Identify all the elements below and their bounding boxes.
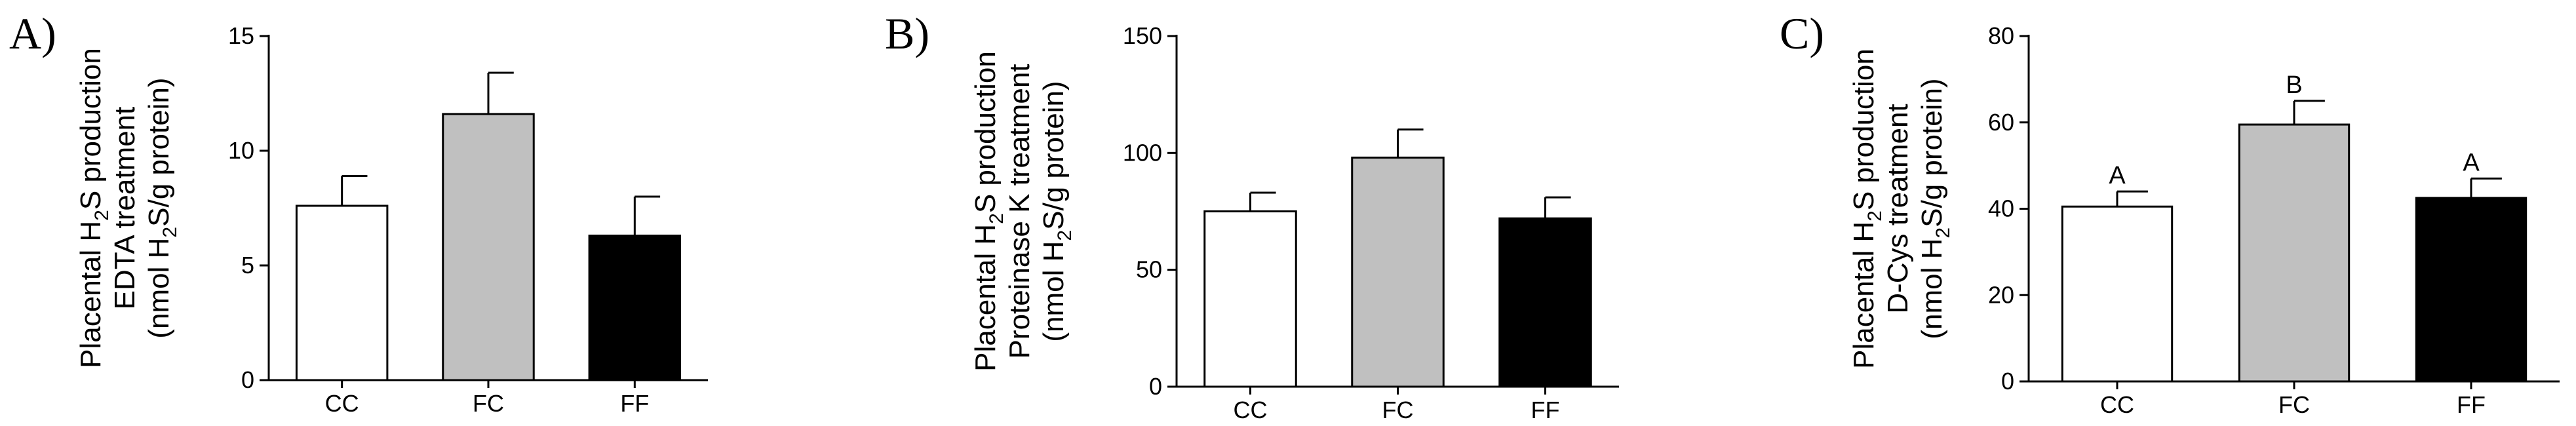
y-tick-label: 10 bbox=[228, 137, 254, 164]
chart-panel-1: A)Placental H2S productionEDTA treatment… bbox=[9, 9, 708, 417]
x-tick-label-cc: CC bbox=[1234, 397, 1268, 423]
bar-fc bbox=[2238, 123, 2351, 383]
y-tick-label: 150 bbox=[1123, 22, 1162, 49]
significance-letter: A bbox=[2109, 162, 2126, 189]
bar-fc bbox=[1351, 156, 1445, 388]
y-axis-label-line2: EDTA treatment bbox=[109, 107, 141, 310]
x-tick-label-fc: FC bbox=[473, 390, 504, 417]
y-axis-label-line1-sub: 2 bbox=[1864, 210, 1886, 222]
y-axis-label-line3-post: S/g protein) bbox=[1916, 78, 1948, 227]
y-axis-label-line2: D-Cys treatment bbox=[1882, 104, 1914, 313]
panel-letter: C) bbox=[1780, 9, 1824, 58]
y-tick-label: 60 bbox=[1988, 109, 2014, 136]
y-tick-label: 100 bbox=[1123, 139, 1162, 166]
y-axis-label-line3-sub: 2 bbox=[1054, 230, 1076, 241]
y-axis-label-line3-pre: (nmol H bbox=[143, 238, 175, 339]
panel-letter: A) bbox=[9, 9, 56, 58]
y-tick-label: 0 bbox=[241, 366, 254, 393]
y-axis-label-line1-post: S production bbox=[969, 51, 1002, 213]
bar-cc bbox=[1203, 210, 1297, 388]
panel-letter: B) bbox=[885, 9, 929, 58]
chart-panel-3: C)Placental H2S productionD-Cys treatmen… bbox=[1780, 9, 2560, 418]
x-tick-label-ff: FF bbox=[1531, 397, 1560, 423]
y-axis-label-line2: Proteinase K treatment bbox=[1004, 64, 1036, 358]
y-axis-label: Placental H2S productionProteinase K tre… bbox=[969, 51, 1076, 372]
x-tick-label-fc: FC bbox=[2278, 391, 2310, 418]
x-tick-label-cc: CC bbox=[2100, 391, 2134, 418]
y-axis-label-line3-sub: 2 bbox=[1932, 227, 1954, 239]
bar-ff bbox=[1498, 217, 1592, 388]
x-tick-label-cc: CC bbox=[325, 390, 359, 417]
bar-ff bbox=[588, 235, 682, 381]
y-tick-label: 50 bbox=[1136, 256, 1162, 283]
y-axis-label-line3-post: S/g protein) bbox=[1038, 81, 1070, 229]
y-tick-label: 20 bbox=[1988, 281, 2014, 308]
y-axis-label-line1-sub: 2 bbox=[986, 213, 1007, 224]
y-tick-label: 15 bbox=[228, 22, 254, 49]
y-axis-label-line1-sub: 2 bbox=[91, 210, 113, 221]
y-axis-label-line1-post: S production bbox=[1848, 48, 1880, 210]
y-axis-label-line1-pre: Placental H bbox=[75, 221, 107, 368]
x-tick-label-ff: FF bbox=[620, 390, 649, 417]
y-axis-label-line1-pre: Placental H bbox=[1848, 222, 1880, 369]
y-axis-label: Placental H2S productionD-Cys treatment(… bbox=[1848, 48, 1954, 369]
y-tick-label: 0 bbox=[1149, 373, 1162, 400]
y-axis-label-line1-pre: Placental H bbox=[969, 224, 1002, 372]
y-tick-label: 5 bbox=[241, 252, 254, 279]
bar-fc bbox=[442, 113, 535, 381]
y-axis-label-line3-sub: 2 bbox=[159, 227, 181, 238]
bar-cc bbox=[295, 204, 389, 381]
y-axis-label: Placental H2S productionEDTA treatment(n… bbox=[75, 48, 181, 368]
y-axis-label-line3-post: S/g protein) bbox=[143, 77, 175, 226]
significance-letter: A bbox=[2463, 149, 2480, 176]
significance-letter: B bbox=[2286, 71, 2302, 99]
y-tick-label: 40 bbox=[1988, 195, 2014, 222]
y-axis-label-line1-post: S production bbox=[75, 48, 107, 210]
y-tick-label: 80 bbox=[1988, 22, 2014, 49]
y-axis-label-line3-pre: (nmol H bbox=[1038, 241, 1070, 342]
x-tick-label-ff: FF bbox=[2457, 391, 2486, 418]
y-tick-label: 0 bbox=[2001, 368, 2014, 395]
bar-ff bbox=[2415, 197, 2527, 383]
y-axis-label-line3-pre: (nmol H bbox=[1916, 239, 1948, 339]
x-tick-label-fc: FC bbox=[1382, 397, 1414, 423]
chart-panel-2: B)Placental H2S productionProteinase K t… bbox=[885, 9, 1619, 423]
bar-cc bbox=[2061, 205, 2174, 383]
